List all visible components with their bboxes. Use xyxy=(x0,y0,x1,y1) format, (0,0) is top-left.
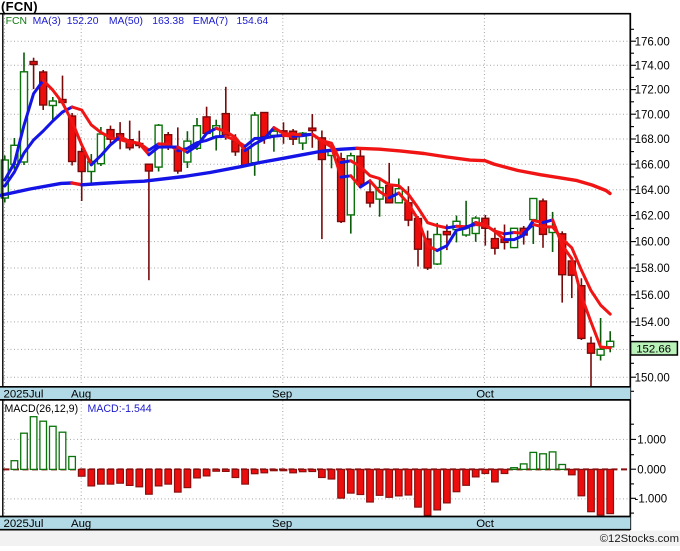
svg-text:2025Jul: 2025Jul xyxy=(4,518,44,530)
svg-text:Sep: Sep xyxy=(272,518,292,530)
svg-text:MACD(26,12,9): MACD(26,12,9) xyxy=(5,403,79,415)
svg-text:163.38: 163.38 xyxy=(152,16,184,27)
svg-text:154.00: 154.00 xyxy=(635,317,670,329)
svg-text:176.00: 176.00 xyxy=(635,36,670,48)
svg-text:FCN: FCN xyxy=(6,16,27,27)
svg-text:Oct: Oct xyxy=(476,518,495,530)
svg-text:152.20: 152.20 xyxy=(67,16,99,27)
svg-text:2025Jul: 2025Jul xyxy=(4,389,44,401)
svg-text:156.00: 156.00 xyxy=(635,290,670,302)
svg-text:158.00: 158.00 xyxy=(635,263,670,275)
svg-text:174.00: 174.00 xyxy=(635,60,670,72)
svg-text:160.00: 160.00 xyxy=(635,237,670,249)
svg-text:(FCN): (FCN) xyxy=(1,0,38,14)
svg-text:172.00: 172.00 xyxy=(635,85,670,97)
svg-text:166.00: 166.00 xyxy=(635,159,670,171)
svg-text:154.64: 154.64 xyxy=(237,16,269,27)
svg-text:Aug: Aug xyxy=(71,518,91,530)
svg-text:MA(3): MA(3) xyxy=(33,16,61,27)
svg-text:162.00: 162.00 xyxy=(635,211,670,223)
svg-text:164.00: 164.00 xyxy=(635,185,670,197)
svg-text:170.00: 170.00 xyxy=(635,109,670,121)
svg-text:150.00: 150.00 xyxy=(635,372,670,384)
svg-text:152.66: 152.66 xyxy=(636,344,671,356)
svg-text:Oct: Oct xyxy=(476,389,495,401)
svg-text:MACD:-1.544: MACD:-1.544 xyxy=(88,403,152,415)
svg-text:MA(50): MA(50) xyxy=(109,16,143,27)
svg-text:EMA(7): EMA(7) xyxy=(193,16,228,27)
svg-text:©12Stocks.com: ©12Stocks.com xyxy=(600,533,679,545)
svg-text:0.000: 0.000 xyxy=(637,464,666,476)
svg-text:Sep: Sep xyxy=(272,389,292,401)
svg-text:Aug: Aug xyxy=(71,389,91,401)
svg-text:-1.000: -1.000 xyxy=(635,493,668,505)
svg-text:168.00: 168.00 xyxy=(635,134,670,146)
svg-text:1.000: 1.000 xyxy=(637,435,666,447)
